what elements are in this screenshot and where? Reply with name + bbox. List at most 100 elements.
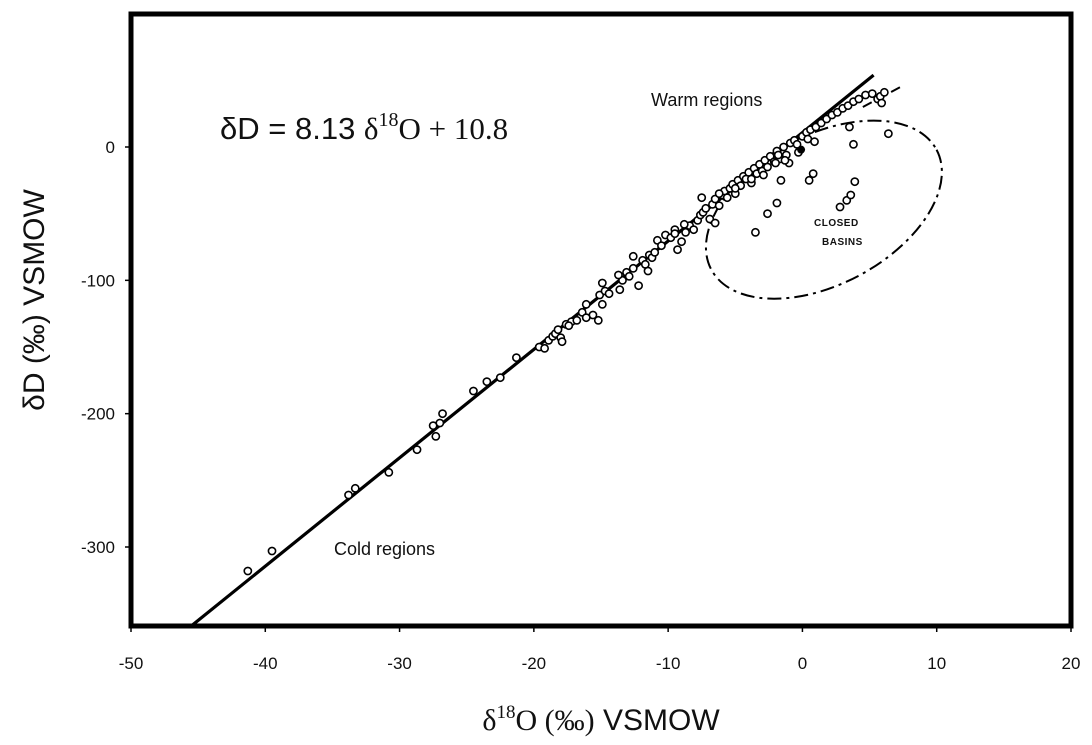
data-point xyxy=(482,377,492,387)
data-point xyxy=(849,139,858,149)
x-axis-title-vsmow: VSMOW xyxy=(595,704,721,737)
data-point xyxy=(581,299,591,309)
x-tick-label: -10 xyxy=(656,654,681,673)
data-point xyxy=(714,201,724,211)
y-tick-label: -100 xyxy=(81,271,115,290)
y-tick-label: -200 xyxy=(81,405,115,424)
data-point xyxy=(879,87,889,97)
data-point xyxy=(771,158,780,168)
data-point xyxy=(438,409,447,419)
data-point xyxy=(846,190,856,200)
data-point xyxy=(845,122,854,132)
data-point xyxy=(867,89,877,99)
data-point xyxy=(553,325,563,335)
data-point xyxy=(624,271,634,281)
x-tick-label: 10 xyxy=(927,654,946,673)
x-axis-title-sup: 18 xyxy=(496,702,515,723)
data-point xyxy=(877,98,887,108)
data-point xyxy=(564,321,574,331)
data-point xyxy=(722,193,732,203)
x-tick-label: -40 xyxy=(253,654,278,673)
data-point xyxy=(854,94,864,104)
data-point xyxy=(810,137,819,147)
data-point xyxy=(628,263,638,273)
data-point xyxy=(759,170,768,180)
data-point xyxy=(628,251,638,261)
x-tick-label: -50 xyxy=(119,654,144,673)
data-point xyxy=(557,337,567,347)
data-point xyxy=(679,219,689,229)
y-tick-label: 0 xyxy=(106,138,115,157)
data-point xyxy=(835,202,845,212)
data-point xyxy=(350,483,360,493)
data-point xyxy=(677,237,686,247)
data-point xyxy=(751,227,760,237)
data-point xyxy=(673,245,682,255)
data-point xyxy=(593,315,603,325)
data-point xyxy=(763,162,772,172)
warm-regions-label: Warm regions xyxy=(651,90,762,110)
data-point xyxy=(773,150,783,160)
data-point xyxy=(763,209,772,219)
data-point xyxy=(469,386,478,396)
data-point xyxy=(689,225,699,235)
x-tick-label: -20 xyxy=(522,654,547,673)
equation-delta: δ xyxy=(364,111,379,146)
data-point xyxy=(643,266,653,276)
data-point xyxy=(581,313,591,323)
x-tick-label: 20 xyxy=(1062,654,1081,673)
data-point xyxy=(412,445,422,455)
data-point xyxy=(657,241,666,251)
data-point xyxy=(495,373,505,383)
data-point xyxy=(747,174,756,184)
filled-data-point xyxy=(797,145,806,154)
data-point xyxy=(650,247,660,257)
data-point xyxy=(512,353,521,363)
data-point xyxy=(776,175,786,185)
y-tick-label: -300 xyxy=(81,538,115,557)
cold-regions-label: Cold regions xyxy=(334,539,435,559)
x-axis: -50 -40 -30 -20 -10 0 10 20 xyxy=(119,626,1081,673)
data-point xyxy=(779,142,789,152)
y-axis-title: δD (‰) VSMOW xyxy=(18,188,51,410)
data-points xyxy=(243,87,893,576)
data-point xyxy=(435,418,445,428)
regression-equation: δD = 8.13 δ18O + 10.8 xyxy=(220,109,508,146)
data-point xyxy=(344,490,353,500)
data-point xyxy=(714,189,724,199)
data-point xyxy=(670,229,680,239)
data-point xyxy=(604,289,614,299)
data-point xyxy=(792,139,802,149)
data-point xyxy=(597,299,607,309)
equation-lhs: δD = 8.13 xyxy=(220,111,364,146)
data-point xyxy=(634,281,643,291)
data-point xyxy=(730,183,740,193)
data-point xyxy=(808,169,818,179)
data-point xyxy=(681,227,690,237)
equation-superscript: 18 xyxy=(379,109,399,131)
data-point xyxy=(780,155,790,165)
x-tick-label: 0 xyxy=(798,654,807,673)
data-point xyxy=(772,198,782,208)
x-tick-label: -30 xyxy=(387,654,412,673)
data-point xyxy=(804,175,814,185)
data-point xyxy=(540,343,549,353)
y-axis: 0 -100 -200 -300 xyxy=(81,138,131,557)
plot-frame xyxy=(128,11,1074,629)
data-point xyxy=(615,285,625,295)
data-point xyxy=(243,566,253,576)
basins-label: BASINS xyxy=(822,237,863,248)
x-axis-title: δ18O (‰) VSMOW xyxy=(482,702,720,737)
data-point xyxy=(614,270,623,280)
data-point xyxy=(572,315,582,325)
data-point xyxy=(431,431,441,441)
closed-label: CLOSED xyxy=(814,218,859,229)
data-point xyxy=(710,218,720,228)
data-point xyxy=(697,193,707,203)
data-point xyxy=(384,467,394,477)
x-axis-title-delta: δ xyxy=(482,704,496,737)
data-point xyxy=(883,129,893,139)
data-point xyxy=(267,546,277,556)
equation-rhs: O + 10.8 xyxy=(399,111,509,146)
